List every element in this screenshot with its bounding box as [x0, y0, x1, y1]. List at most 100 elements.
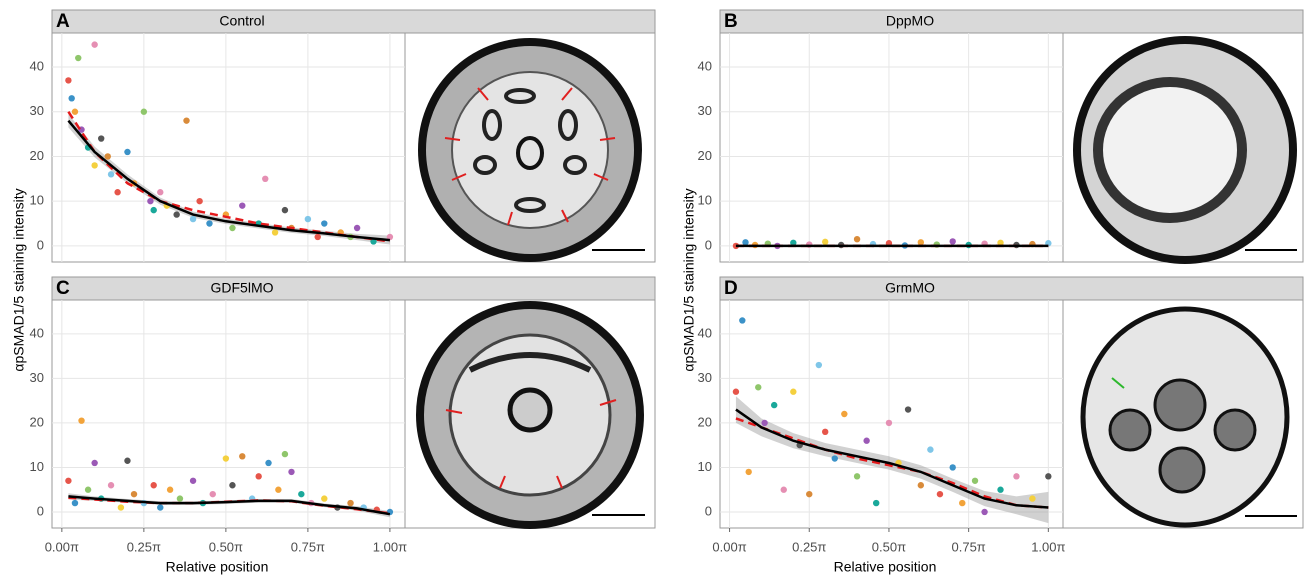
y-tick-label: 30	[698, 370, 712, 385]
y-tick-label: 40	[30, 58, 44, 73]
point	[140, 108, 148, 115]
point	[853, 235, 861, 243]
point	[239, 202, 246, 209]
y-tick-label: 20	[698, 414, 712, 429]
confidence-band	[68, 113, 390, 245]
arrow	[1111, 377, 1125, 389]
strip	[51, 9, 656, 34]
point	[91, 459, 98, 467]
point	[71, 108, 79, 115]
x-axis-label: Relative position	[166, 559, 269, 575]
y-tick-label: 40	[30, 325, 44, 340]
plot-area	[51, 32, 406, 263]
panel-letter: D	[724, 278, 738, 299]
x-tick-label: 0.00π	[712, 539, 746, 554]
strip	[51, 276, 656, 301]
panel-title: GDF5lMO	[211, 280, 274, 296]
x-tick-label: 0.25π	[127, 539, 161, 554]
panel-letter: B	[724, 11, 738, 32]
point	[347, 499, 354, 507]
y-tick-label: 0	[37, 503, 44, 518]
fit-line	[68, 495, 391, 516]
point	[173, 211, 180, 218]
point	[298, 490, 305, 498]
y-tick-label: 40	[698, 58, 712, 73]
y-tick-label: 20	[698, 148, 712, 163]
plot-area	[719, 299, 1064, 529]
point	[124, 148, 131, 156]
y-tick-label: 0	[705, 237, 712, 252]
point	[91, 162, 98, 169]
point	[321, 220, 328, 227]
y-tick-label: 20	[30, 414, 44, 429]
point	[304, 215, 312, 223]
x-tick-label: 0.50π	[872, 539, 906, 554]
point	[176, 495, 184, 502]
structure	[507, 387, 553, 433]
panel-title: DppMO	[886, 13, 934, 29]
point	[157, 189, 164, 196]
y-tick-label: 0	[37, 237, 44, 252]
x-tick-label: 0.75π	[952, 539, 986, 554]
point	[229, 482, 236, 489]
point	[288, 468, 295, 476]
point	[949, 238, 956, 245]
point	[229, 224, 236, 232]
point	[821, 428, 829, 436]
point	[84, 486, 92, 493]
point	[386, 233, 394, 241]
point	[863, 437, 870, 444]
point	[997, 486, 1004, 493]
structure	[468, 352, 592, 373]
y-tick-label: 10	[30, 193, 44, 208]
point	[183, 117, 190, 124]
point	[271, 229, 279, 236]
point	[971, 477, 979, 484]
y-tick-label: 20	[30, 148, 44, 163]
point	[157, 504, 164, 511]
point	[917, 482, 925, 489]
point	[262, 175, 269, 183]
point	[841, 410, 848, 418]
y-axis-label: αpSMAD1/5 staining intensity	[681, 188, 697, 371]
point	[124, 457, 131, 464]
point	[742, 239, 749, 246]
y-tick-label: 40	[698, 325, 712, 340]
point	[821, 238, 829, 246]
point	[927, 446, 934, 453]
point	[189, 477, 197, 484]
point	[206, 220, 213, 227]
y-tick-label: 0	[705, 503, 712, 518]
point	[104, 153, 111, 160]
point	[853, 473, 861, 480]
point	[281, 450, 289, 458]
y-tick-label: 10	[30, 459, 44, 474]
y-tick-label: 10	[698, 459, 712, 474]
point	[75, 54, 82, 62]
structures	[473, 88, 587, 213]
point	[314, 233, 321, 241]
plot-area	[51, 299, 406, 529]
point	[275, 486, 282, 493]
point	[872, 499, 880, 507]
point	[239, 453, 246, 460]
point	[904, 406, 912, 413]
point	[1013, 473, 1020, 480]
point	[790, 239, 797, 246]
point	[117, 504, 125, 511]
point	[981, 508, 988, 516]
panel-letter: C	[56, 278, 70, 299]
point	[91, 41, 98, 48]
point	[281, 206, 289, 214]
point	[917, 239, 925, 246]
strip	[719, 276, 1304, 301]
point	[147, 197, 154, 205]
y-tick-label: 30	[30, 103, 44, 118]
point	[107, 482, 115, 489]
point	[150, 482, 157, 489]
point	[114, 189, 121, 196]
point	[65, 77, 72, 84]
x-tick-label: 1.00π	[1031, 539, 1065, 554]
point	[1045, 473, 1052, 480]
